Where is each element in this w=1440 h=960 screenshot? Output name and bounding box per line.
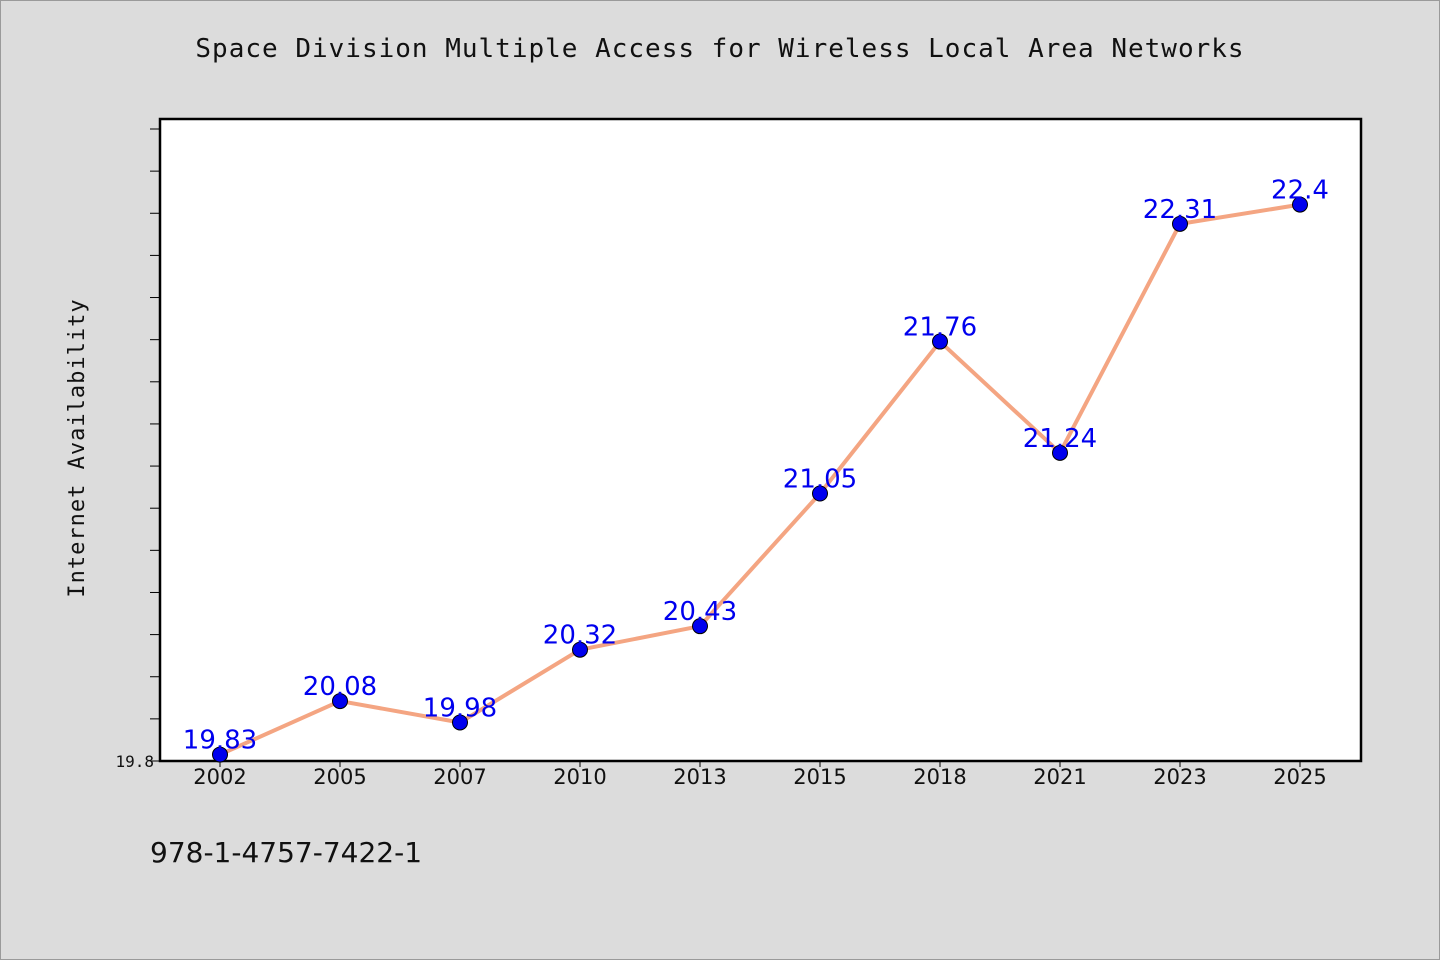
data-label: 21.05	[783, 465, 857, 495]
x-tick-label: 2013	[673, 765, 726, 789]
plot-area	[158, 117, 1363, 763]
data-label: 21.24	[1023, 424, 1097, 454]
series-line	[219, 202, 1301, 757]
data-point	[812, 485, 828, 502]
data-point	[452, 714, 468, 731]
data-markers	[212, 196, 1308, 763]
y-tick-label: 19.8	[115, 752, 154, 771]
chart-title: Space Division Multiple Access for Wirel…	[195, 34, 1245, 64]
x-tick-label: 2002	[193, 765, 246, 789]
x-tick-label: 2015	[793, 765, 846, 789]
x-tick-label: 2025	[1273, 765, 1326, 789]
data-label: 20.43	[663, 597, 737, 627]
data-label: 22.4	[1271, 176, 1329, 206]
data-labels: 19.83 20.08 19.98 20.32 20.43 21.05 21.76 21.24…	[183, 176, 1329, 756]
data-point	[332, 693, 348, 710]
data-point	[572, 641, 588, 658]
y-axis-tick-labels: 19.8	[115, 752, 154, 771]
data-label: 20.32	[543, 621, 617, 651]
y-axis-label: Internet Availability	[65, 298, 90, 597]
x-tick-label: 2018	[913, 765, 966, 789]
data-point	[1052, 444, 1068, 461]
x-tick-label: 2021	[1033, 765, 1086, 789]
data-label: 19.98	[423, 693, 497, 723]
data-point	[1292, 196, 1308, 213]
data-label: 22.31	[1143, 195, 1217, 225]
x-axis-tick-labels: 2002 2005 2007 2010 2013 2015 2018 2021 2023 2025	[193, 765, 1326, 789]
x-tick-label: 2010	[553, 765, 606, 789]
isbn-footer: 978-1-4757-7422-1	[150, 836, 423, 869]
x-tick-label: 2023	[1153, 765, 1206, 789]
data-label: 21.76	[903, 313, 977, 343]
x-tick-label: 2007	[433, 765, 486, 789]
data-point	[692, 618, 708, 635]
data-point	[212, 746, 228, 763]
y-axis-ticks	[150, 128, 160, 762]
data-point	[932, 333, 948, 350]
data-label: 19.83	[183, 726, 257, 756]
data-label: 20.08	[303, 672, 377, 702]
data-point	[1172, 215, 1188, 232]
x-tick-label: 2005	[313, 765, 366, 789]
